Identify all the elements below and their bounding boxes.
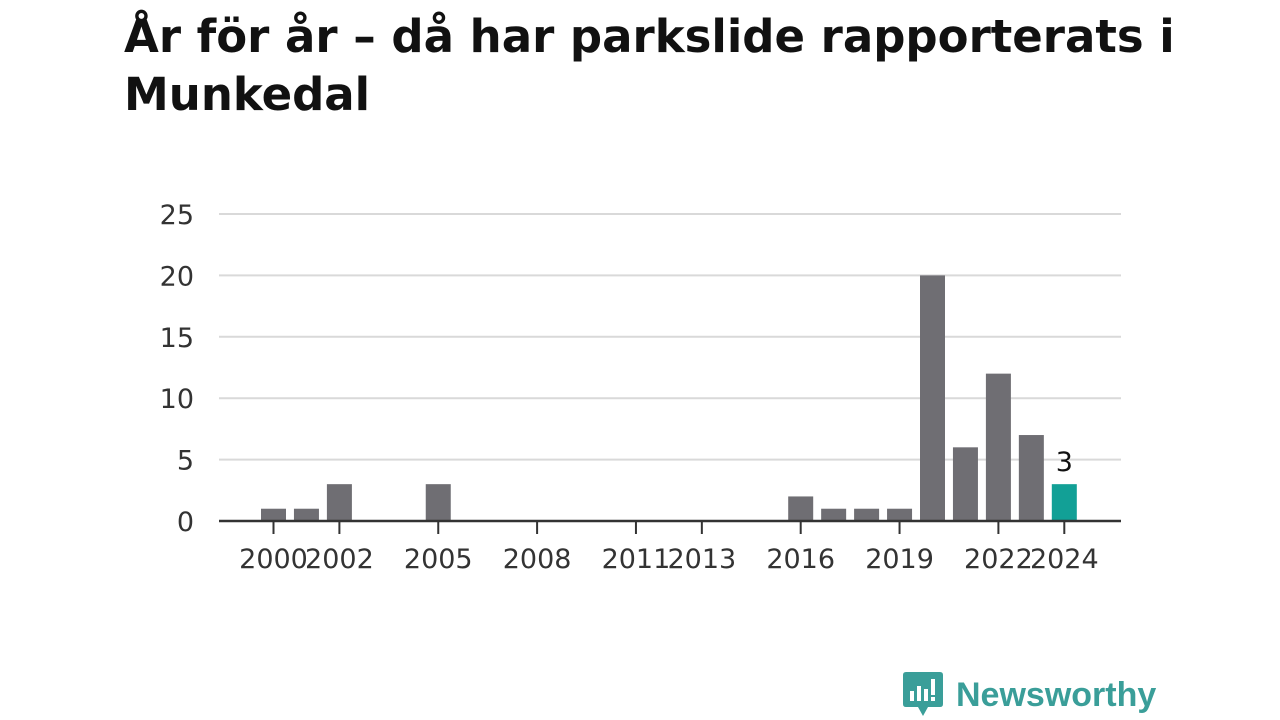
bar bbox=[788, 496, 814, 521]
bar bbox=[1018, 435, 1044, 521]
chart-title: År för år – då har parkslide rapporterat… bbox=[124, 10, 1175, 121]
x-tick-label: 2008 bbox=[503, 544, 572, 575]
x-tick-label: 2000 bbox=[239, 544, 308, 575]
bar bbox=[261, 508, 286, 521]
bars bbox=[261, 275, 1077, 521]
bar bbox=[821, 508, 847, 521]
x-tick-label: 2019 bbox=[865, 544, 934, 575]
bar bbox=[920, 275, 945, 521]
data-labels: 3 bbox=[1056, 447, 1073, 478]
x-tick-label: 2002 bbox=[305, 544, 374, 575]
data-label: 3 bbox=[1056, 447, 1073, 478]
y-axis-ticks: 0 5 10 15 20 25 bbox=[160, 200, 194, 538]
y-tick-label: 5 bbox=[177, 446, 194, 477]
bar bbox=[425, 484, 451, 521]
bar bbox=[293, 508, 319, 521]
y-tick-label: 15 bbox=[160, 323, 194, 354]
bar bbox=[854, 508, 880, 521]
bar bbox=[952, 447, 978, 521]
bar bbox=[1051, 484, 1077, 521]
y-tick-label: 0 bbox=[177, 507, 194, 538]
bar bbox=[326, 484, 352, 521]
newsworthy-logo-icon bbox=[903, 672, 943, 716]
newsworthy-logo: Newsworthy bbox=[902, 670, 1156, 720]
bar bbox=[985, 373, 1011, 521]
grid-lines bbox=[219, 213, 1121, 461]
x-tick-label: 2024 bbox=[1030, 544, 1099, 575]
y-tick-label: 20 bbox=[160, 261, 194, 292]
x-tick-label: 2022 bbox=[964, 544, 1033, 575]
brand-name: Newsworthy bbox=[956, 675, 1157, 714]
bar bbox=[887, 508, 913, 521]
x-tick-label: 2016 bbox=[766, 544, 835, 575]
y-tick-label: 25 bbox=[160, 200, 194, 231]
x-tick-label: 2005 bbox=[404, 544, 473, 575]
x-tick-label: 2013 bbox=[667, 544, 736, 575]
x-tick-label: 2011 bbox=[602, 544, 671, 575]
y-tick-label: 10 bbox=[160, 384, 194, 415]
